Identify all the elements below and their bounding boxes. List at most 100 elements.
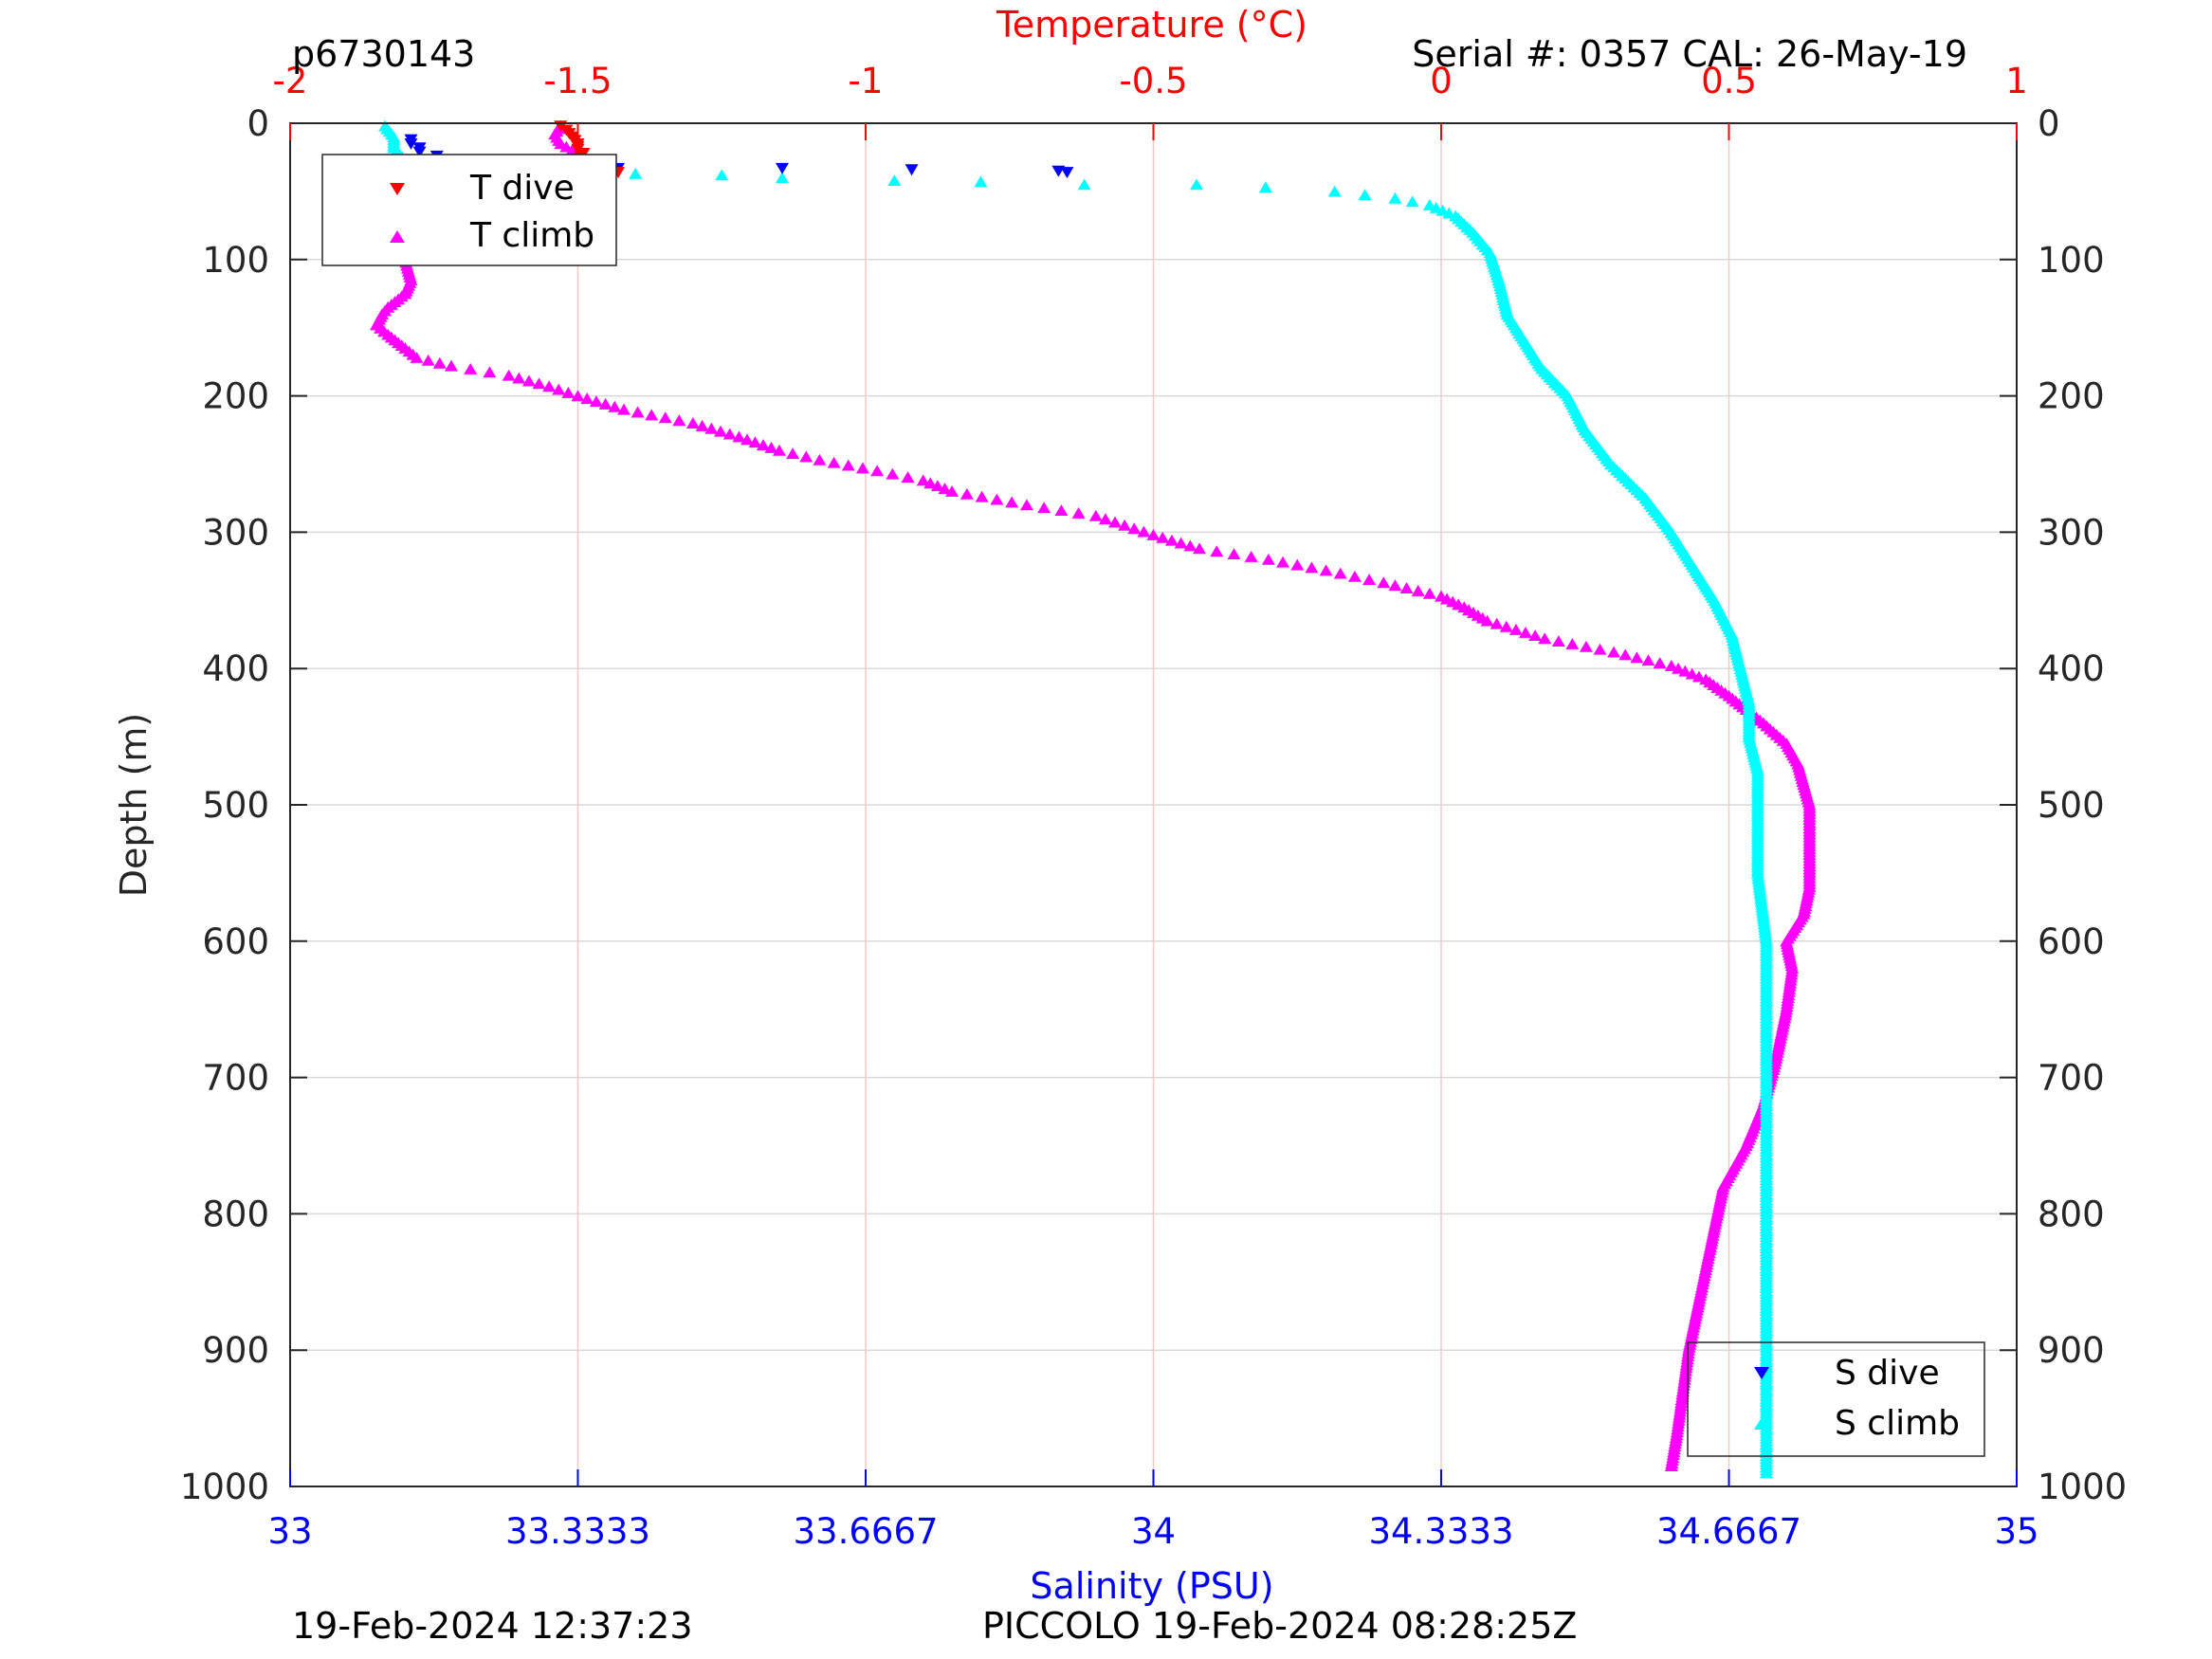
data-point	[799, 450, 814, 463]
depth-tick-label-left: 900	[202, 1330, 269, 1371]
temperature-tick-label: 1	[2005, 61, 2028, 101]
depth-tick-label-right: 700	[2038, 1058, 2105, 1099]
temperature-tick-label: -1.5	[543, 61, 612, 101]
data-point	[1037, 501, 1051, 514]
data-point	[938, 483, 952, 494]
temperature-tick-label: -0.5	[1119, 61, 1187, 101]
data-marks	[370, 119, 1817, 1479]
salinity-tick-label: 33	[267, 1511, 312, 1552]
data-point	[444, 359, 458, 372]
depth-tick-label-right: 400	[2038, 648, 2105, 689]
depth-tick-label-left: 100	[202, 240, 269, 281]
data-point	[960, 487, 974, 500]
legend-temperature: T dive T climb	[321, 154, 617, 266]
legend-t-dive-marker	[390, 183, 405, 195]
data-point	[1118, 519, 1132, 531]
depth-tick-label-right: 300	[2038, 512, 2105, 553]
data-point	[1388, 579, 1402, 592]
data-point	[1261, 553, 1275, 565]
footer-timestamp: 19-Feb-2024 12:37:23	[292, 1605, 693, 1647]
temperature-tick-label: -2	[273, 61, 308, 101]
data-point	[1678, 665, 1692, 677]
data-point	[827, 456, 841, 468]
data-point	[561, 386, 576, 398]
data-point	[695, 419, 709, 431]
data-point	[571, 143, 585, 155]
data-point	[756, 439, 770, 450]
top-axis-title: Temperature (°C)	[996, 4, 1307, 46]
data-point	[1290, 558, 1305, 571]
data-point	[1538, 632, 1552, 645]
depth-tick-label-right: 800	[2038, 1194, 2105, 1234]
data-point	[775, 172, 789, 184]
data-point	[1005, 496, 1019, 508]
data-point	[1258, 181, 1272, 193]
legend-s-climb-label: S climb	[1835, 1404, 1960, 1443]
legend-salinity-box	[1687, 1341, 1985, 1457]
data-point	[672, 414, 686, 427]
data-point	[1305, 561, 1319, 574]
data-point	[1411, 584, 1425, 596]
data-point	[1333, 567, 1347, 579]
legend-t-climb-marker	[390, 230, 405, 243]
data-point	[1388, 191, 1402, 204]
data-point	[715, 169, 729, 181]
data-point	[1399, 582, 1414, 593]
salinity-tick-label: 34.3333	[1368, 1511, 1513, 1552]
data-point	[841, 459, 855, 471]
data-point	[1630, 651, 1644, 664]
data-point	[1146, 528, 1161, 540]
data-point	[1653, 657, 1667, 669]
data-point	[532, 377, 546, 390]
depth-tick-label-left: 800	[202, 1194, 269, 1234]
data-point	[1098, 513, 1112, 525]
data-point	[945, 484, 960, 497]
data-point	[1071, 506, 1086, 519]
data-point	[1156, 531, 1170, 543]
depth-tick-label-left: 600	[202, 921, 269, 962]
data-point	[1499, 620, 1513, 632]
data-point	[1607, 646, 1621, 658]
data-point	[901, 471, 915, 483]
data-point	[686, 417, 700, 428]
data-point	[1579, 640, 1593, 652]
data-point	[1347, 570, 1362, 582]
data-point	[1565, 638, 1580, 649]
data-point	[740, 433, 754, 446]
salinity-tick-label: 34.6667	[1656, 1511, 1801, 1552]
data-point	[732, 430, 746, 443]
data-point	[887, 174, 902, 186]
profile-id: p6730143	[292, 33, 475, 75]
depth-tick-label-left: 0	[247, 103, 269, 144]
data-point	[542, 380, 557, 392]
data-point	[608, 400, 622, 412]
data-point	[502, 369, 516, 381]
data-point	[1551, 635, 1565, 647]
data-point	[1327, 185, 1342, 197]
data-point	[1759, 1467, 1773, 1479]
legend-salinity: S dive S climb	[1687, 1341, 1985, 1457]
data-point	[722, 428, 737, 440]
data-point	[1137, 525, 1151, 538]
data-point	[923, 477, 938, 489]
legend-t-climb-label: T climb	[469, 216, 594, 255]
axis-ticks	[289, 122, 2018, 1487]
depth-tick-label-right: 500	[2038, 785, 2105, 826]
data-point	[589, 395, 603, 407]
data-point	[571, 390, 585, 402]
data-point	[1088, 509, 1103, 521]
data-point	[1519, 627, 1533, 638]
data-point	[629, 167, 643, 179]
data-point	[786, 447, 800, 460]
data-point	[1127, 522, 1142, 535]
depth-tick-label-right: 900	[2038, 1330, 2105, 1371]
depth-tick-label-right: 100	[2038, 240, 2105, 281]
depth-tick-label-left: 500	[202, 785, 269, 826]
data-point	[1480, 614, 1494, 627]
data-point	[580, 392, 594, 405]
salinity-tick-label: 35	[1994, 1511, 2038, 1552]
data-point	[1054, 504, 1069, 516]
data-point	[1618, 648, 1633, 661]
